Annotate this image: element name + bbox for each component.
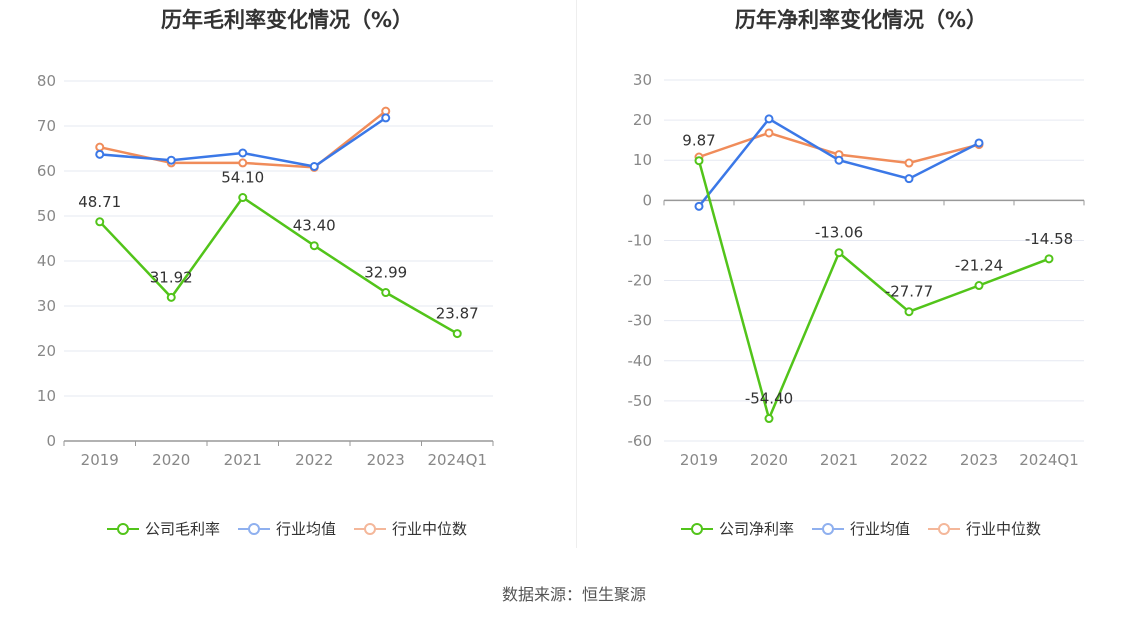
data-label: 48.71 bbox=[78, 193, 121, 211]
data-point-company bbox=[381, 288, 391, 298]
y-tick-label: 0 bbox=[46, 432, 56, 450]
data-point-industry-median bbox=[238, 158, 248, 168]
data-label: 54.10 bbox=[221, 169, 264, 187]
x-tick-label: 2022 bbox=[295, 451, 333, 469]
chart-title: 历年净利率变化情况（%） bbox=[734, 8, 988, 32]
data-point-company bbox=[95, 217, 105, 227]
data-point-company bbox=[309, 241, 319, 251]
data-point-industry-mean bbox=[309, 162, 319, 171]
legend-marker-industry-mean bbox=[237, 522, 270, 536]
data-point-company bbox=[834, 248, 844, 258]
data-point-industry-mean bbox=[381, 113, 391, 123]
data-point-industry-median bbox=[95, 142, 105, 152]
data-point-industry-mean bbox=[238, 148, 248, 158]
data-source-note: 数据来源：恒生聚源 bbox=[501, 585, 646, 604]
data-point-industry-mean bbox=[166, 155, 176, 165]
legend-label: 公司毛利率 bbox=[144, 520, 220, 538]
x-tick-label: 2022 bbox=[890, 451, 928, 469]
data-label: -27.77 bbox=[885, 283, 933, 301]
data-point-company bbox=[694, 156, 704, 166]
chart-legend: 公司净利率 行业均值 行业中位数 bbox=[574, 518, 1148, 539]
data-label: -13.06 bbox=[815, 224, 863, 242]
data-point-company bbox=[764, 414, 774, 424]
y-tick-label: 30 bbox=[37, 297, 56, 315]
data-point-industry-mean bbox=[694, 201, 704, 211]
chart-legend: 公司毛利率 行业均值 行业中位数 bbox=[0, 518, 574, 539]
legend-label: 行业均值 bbox=[275, 520, 336, 538]
y-tick-label: -20 bbox=[628, 272, 653, 290]
legend-item-industry-mean[interactable]: 行业均值 bbox=[811, 518, 910, 539]
data-label: 23.87 bbox=[436, 305, 479, 323]
x-tick-label: 2024Q1 bbox=[427, 451, 487, 469]
y-tick-label: 30 bbox=[633, 71, 652, 89]
net-margin-chart: 历年净利率变化情况（%） -60 -50 -40 -30 -20 -10 0 10 20 30 20… bbox=[574, 0, 1148, 555]
data-point-company bbox=[1044, 254, 1054, 264]
y-tick-label: -30 bbox=[628, 312, 653, 330]
x-tick-label: 2023 bbox=[367, 451, 405, 469]
y-tick-label: 0 bbox=[642, 191, 652, 209]
data-label: 32.99 bbox=[364, 264, 407, 282]
y-tick-label: -60 bbox=[628, 432, 653, 450]
y-tick-label: 50 bbox=[37, 207, 56, 225]
y-tick-label: 10 bbox=[633, 151, 652, 169]
data-point-industry-mean bbox=[764, 114, 774, 124]
legend-marker-industry-median bbox=[928, 522, 960, 536]
legend-item-industry-median[interactable]: 行业中位数 bbox=[354, 518, 467, 539]
data-point-industry-mean bbox=[974, 138, 984, 148]
legend-item-company[interactable]: 公司毛利率 bbox=[106, 518, 220, 539]
x-tick-label: 2019 bbox=[680, 451, 718, 469]
x-tick-label: 2020 bbox=[750, 451, 788, 469]
x-tick-label: 2023 bbox=[960, 451, 998, 469]
data-point-industry-mean bbox=[834, 155, 844, 165]
x-tick-label: 2021 bbox=[820, 451, 858, 469]
data-point-industry-mean bbox=[95, 149, 105, 159]
x-tick-label: 2024Q1 bbox=[1019, 451, 1079, 469]
x-tick-label: 2019 bbox=[81, 451, 119, 469]
data-point-company bbox=[238, 193, 248, 203]
net-margin-plot: -60 -50 -40 -30 -20 -10 0 10 20 30 2019 2020 2021 202… bbox=[628, 71, 1085, 469]
legend-item-industry-median[interactable]: 行业中位数 bbox=[928, 518, 1041, 539]
data-point-company bbox=[904, 307, 914, 317]
y-tick-label: 20 bbox=[37, 342, 56, 360]
panel-divider bbox=[576, 0, 577, 548]
data-point-company bbox=[452, 329, 462, 339]
legend-marker-company bbox=[106, 522, 139, 536]
data-label: -21.24 bbox=[955, 257, 1003, 275]
y-tick-label: 20 bbox=[633, 111, 652, 129]
legend-label: 行业均值 bbox=[849, 520, 910, 538]
legend-item-company[interactable]: 公司净利率 bbox=[680, 518, 794, 539]
data-point-industry-median bbox=[764, 128, 774, 138]
y-tick-label: -10 bbox=[628, 231, 653, 249]
data-label: -54.40 bbox=[745, 390, 793, 408]
data-label: 9.87 bbox=[682, 132, 715, 150]
y-tick-label: 60 bbox=[37, 162, 56, 180]
series-line-company bbox=[98, 195, 458, 335]
data-label: 31.92 bbox=[150, 268, 193, 286]
gross-margin-chart: 历年毛利率变化情况（%） 0 10 20 30 40 50 60 70 80 2019 2020 20… bbox=[0, 0, 574, 555]
gross-margin-plot: 0 10 20 30 40 50 60 70 80 2019 2020 2021 2022 2023 202… bbox=[37, 72, 494, 469]
y-tick-label: 10 bbox=[37, 387, 56, 405]
chart-title: 历年毛利率变化情况（%） bbox=[160, 8, 414, 32]
x-tick-label: 2020 bbox=[152, 451, 190, 469]
y-tick-label: -40 bbox=[628, 352, 653, 370]
y-tick-label: 80 bbox=[37, 72, 56, 90]
data-point-industry-mean bbox=[904, 174, 914, 184]
data-point-company bbox=[974, 281, 984, 291]
series-line-company bbox=[697, 160, 1050, 423]
legend-label: 行业中位数 bbox=[392, 520, 468, 538]
data-label: 43.40 bbox=[293, 217, 336, 235]
legend-label: 公司净利率 bbox=[718, 520, 794, 538]
legend-item-industry-mean[interactable]: 行业均值 bbox=[237, 518, 336, 539]
x-tick-label: 2021 bbox=[224, 451, 262, 469]
data-point-industry-median bbox=[904, 158, 914, 168]
legend-marker-industry-median bbox=[354, 522, 386, 536]
y-tick-label: -50 bbox=[628, 392, 653, 410]
legend-marker-industry-mean bbox=[811, 522, 844, 536]
legend-marker-company bbox=[680, 522, 713, 536]
legend-label: 行业中位数 bbox=[966, 520, 1042, 538]
data-label: -14.58 bbox=[1025, 230, 1073, 248]
y-tick-label: 70 bbox=[37, 117, 56, 135]
data-point-company bbox=[166, 292, 176, 302]
y-tick-label: 40 bbox=[37, 252, 56, 270]
